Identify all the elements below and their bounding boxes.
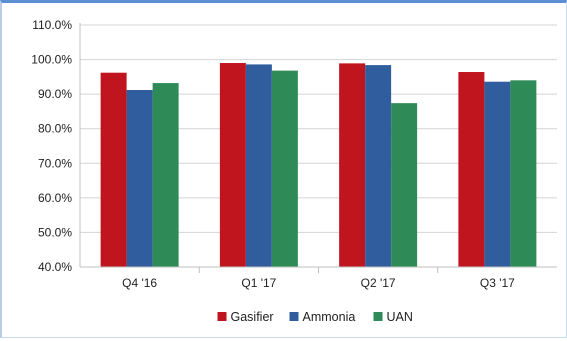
bar-ammonia-2 bbox=[365, 65, 392, 267]
x-tick-label: Q1 '17 bbox=[241, 276, 276, 290]
y-tick-label: 100.0% bbox=[31, 53, 72, 67]
y-tick-label: 60.0% bbox=[38, 191, 72, 205]
y-tick-label: 70.0% bbox=[38, 156, 72, 170]
legend-label-gasifier: Gasifier bbox=[231, 310, 274, 324]
bar-gasifier-1 bbox=[219, 63, 246, 268]
bars bbox=[100, 63, 537, 268]
bar-ammonia-0 bbox=[126, 89, 153, 267]
y-tick-label: 50.0% bbox=[38, 225, 72, 239]
bar-uan-3 bbox=[510, 80, 537, 267]
bar-uan-1 bbox=[271, 70, 298, 268]
y-tick-label: 40.0% bbox=[38, 260, 72, 274]
bar-gasifier-0 bbox=[100, 72, 127, 267]
legend-swatch-gasifier bbox=[217, 312, 227, 321]
y-tick-label: 80.0% bbox=[38, 122, 72, 136]
x-tick-label: Q2 '17 bbox=[361, 276, 396, 290]
y-tick-label: 110.0% bbox=[32, 18, 72, 32]
legend-swatch-uan bbox=[373, 312, 383, 321]
y-axis: 40.0% 50.0% 60.0% 70.0% 80.0% 90.0% 100.0% 110.… bbox=[31, 18, 81, 274]
bar-chart: 40.0% 50.0% 60.0% 70.0% 80.0% 90.0% 100.0% 110.… bbox=[31, 18, 557, 324]
bar-gasifier-3 bbox=[458, 72, 485, 267]
x-tick-label: Q3 '17 bbox=[480, 276, 515, 290]
bar-gasifier-2 bbox=[339, 63, 366, 268]
legend-swatch-ammonia bbox=[289, 312, 299, 321]
x-tick-label: Q4 '16 bbox=[122, 276, 157, 290]
y-tick-label: 90.0% bbox=[38, 87, 72, 101]
bar-ammonia-1 bbox=[245, 64, 272, 267]
legend-label-ammonia: Ammonia bbox=[303, 310, 356, 324]
bar-ammonia-3 bbox=[484, 81, 511, 267]
bar-uan-0 bbox=[152, 83, 179, 267]
x-axis: Q4 '16 Q1 '17 Q2 '17 Q3 '17 bbox=[80, 266, 557, 290]
legend-label-uan: UAN bbox=[387, 310, 413, 324]
bar-uan-2 bbox=[391, 103, 418, 267]
legend: Gasifier Ammonia UAN bbox=[217, 310, 413, 324]
